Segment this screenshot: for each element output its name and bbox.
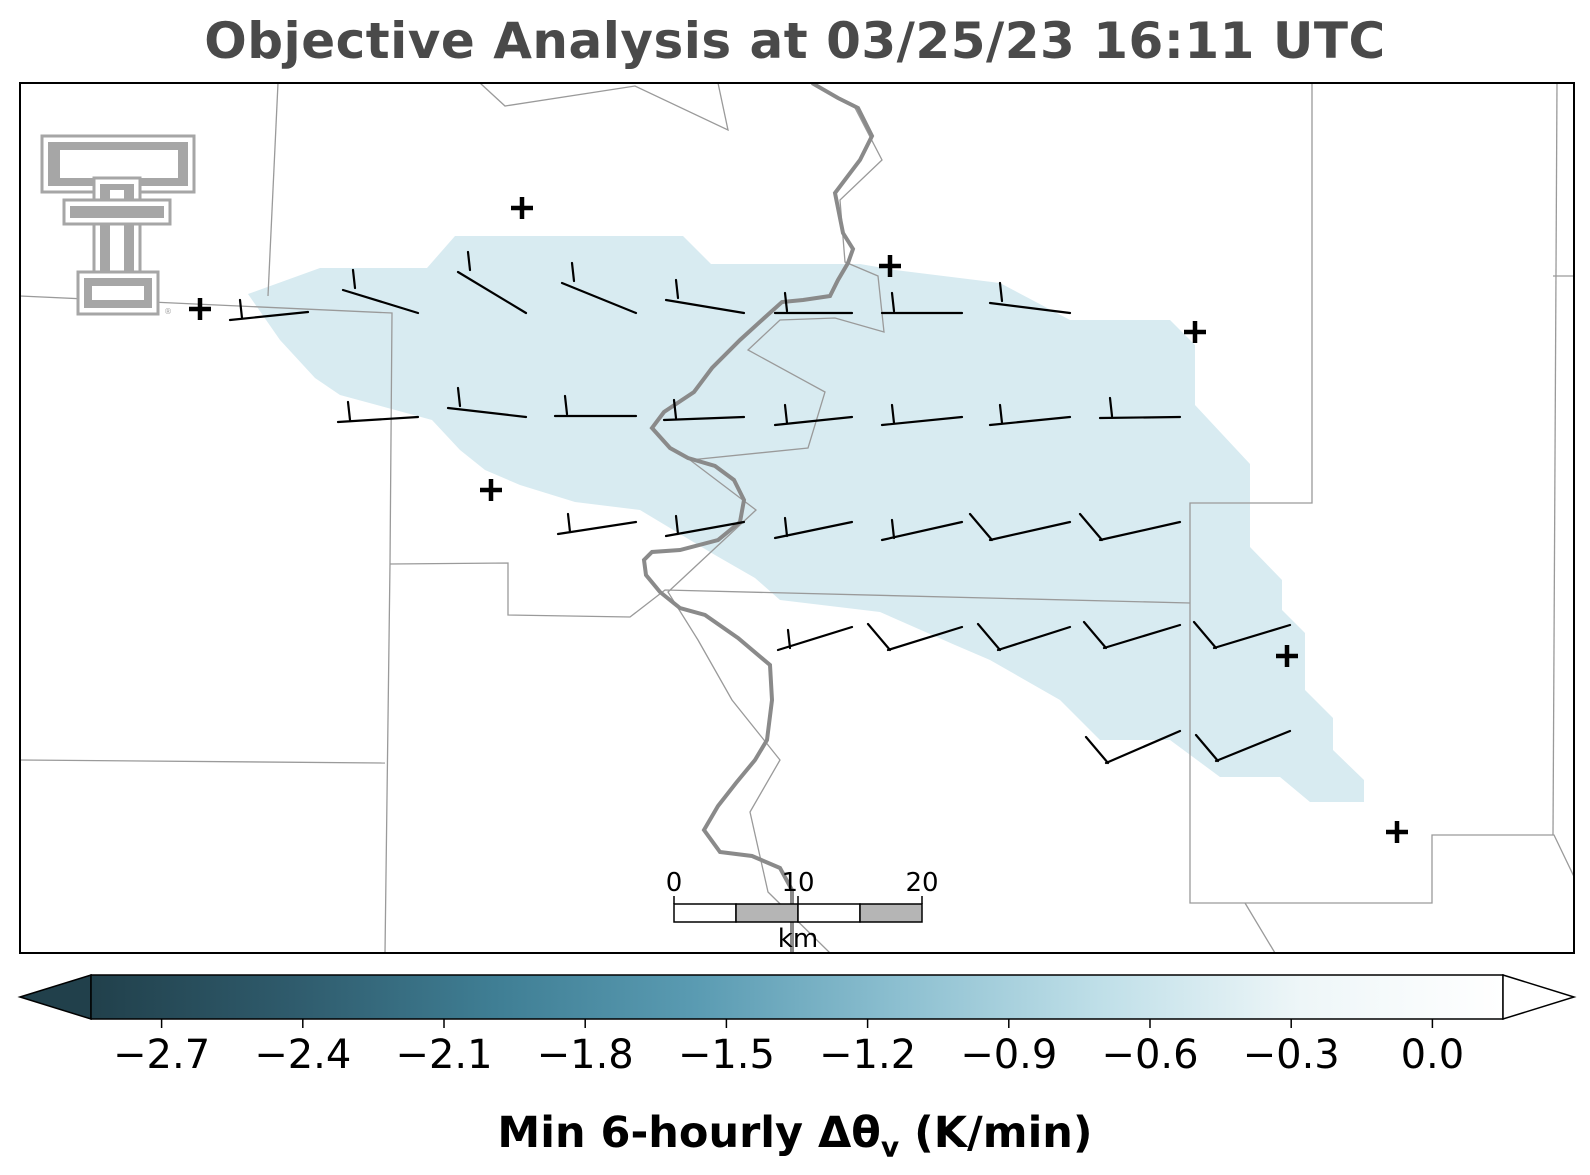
colorbar-tick-label: −1.5 [678, 1032, 775, 1078]
map-title: Objective Analysis at 03/25/23 16:11 UTC [204, 12, 1386, 70]
scale-bar-segment [673, 903, 737, 923]
scale-bar-segment [859, 903, 923, 923]
wind-barb [773, 291, 854, 315]
colorbar: −2.7 −2.4 −2.1 −1.8 −1.5 −1.2 −0.9 −0.6 −0.3 0.0 [17, 973, 1577, 1078]
station-marker [511, 197, 533, 219]
river-line [641, 83, 875, 953]
wind-barb [1084, 729, 1182, 765]
wind-barb [553, 394, 638, 418]
colorbar-tick-label: −2.1 [395, 1032, 492, 1078]
wind-barb [662, 398, 746, 422]
wind-barb [336, 400, 420, 424]
scale-bar-label-0: 0 [666, 868, 683, 898]
colorbar-extend-min [17, 973, 92, 1021]
colorbar-label-units: (K/min) [899, 1108, 1093, 1158]
wind-barb [880, 291, 964, 315]
scale-bar-unit: km [778, 924, 818, 954]
scale-bar-label-20: 20 [905, 868, 938, 898]
station-markers [189, 197, 1408, 843]
wind-barb [456, 250, 528, 315]
station-marker [1184, 321, 1206, 343]
colorbar-tick-label: −1.8 [537, 1032, 634, 1078]
colorbar-tick-label: −0.9 [960, 1032, 1057, 1078]
wind-barb [880, 518, 964, 542]
wind-barbs [228, 250, 1292, 765]
wind-barb [664, 278, 746, 315]
wind-barb [1078, 512, 1182, 542]
wind-barb [228, 298, 310, 322]
scale-bar-segment [735, 903, 799, 923]
wind-barb [773, 403, 854, 427]
wind-barb [866, 622, 964, 652]
colorbar-tick-label: −2.7 [113, 1032, 210, 1078]
wind-barb [776, 625, 854, 652]
station-marker [480, 479, 502, 501]
colorbar-extend-max [1502, 973, 1577, 1021]
scale-bar-segment [797, 903, 861, 923]
colorbar-label-sub: v [880, 1130, 900, 1164]
wind-barb [560, 261, 638, 315]
wind-barb [968, 512, 1072, 542]
station-marker [1386, 821, 1408, 843]
colorbar-tick-label: −1.2 [819, 1032, 916, 1078]
colorbar-bar [90, 974, 1504, 1020]
station-marker [879, 255, 901, 277]
wind-barb [988, 403, 1072, 427]
wind-barb [1082, 620, 1182, 650]
svg-text:®: ® [164, 307, 172, 316]
wind-barb [556, 512, 638, 536]
map-frame [19, 82, 1575, 954]
station-marker [1276, 645, 1298, 667]
scale-bar: 0 10 20 km [666, 868, 939, 954]
wind-barb [1192, 620, 1292, 650]
wind-barb [773, 516, 854, 540]
wind-barb [446, 386, 528, 419]
analysis-region [248, 236, 1364, 802]
wind-barb [1098, 396, 1182, 420]
wind-barb [988, 281, 1072, 315]
logo-emblem: ® [40, 134, 196, 316]
colorbar-tick-label: −2.4 [254, 1032, 351, 1078]
colorbar-label-main: Min 6-hourly Δθ [497, 1108, 881, 1158]
colorbar-tick-label: −0.6 [1101, 1032, 1198, 1078]
colorbar-tick-label: −0.3 [1243, 1032, 1340, 1078]
wind-barb [976, 622, 1072, 652]
colorbar-tick-label: 0.0 [1401, 1032, 1465, 1078]
wind-barb [664, 514, 746, 538]
station-marker [189, 298, 211, 320]
scale-bar-label-10: 10 [781, 868, 814, 898]
wind-barb [341, 268, 420, 315]
wind-barb [1194, 729, 1292, 763]
colorbar-label: Min 6-hourly Δθv (K/min) [0, 1108, 1590, 1164]
wind-barb [880, 403, 964, 427]
